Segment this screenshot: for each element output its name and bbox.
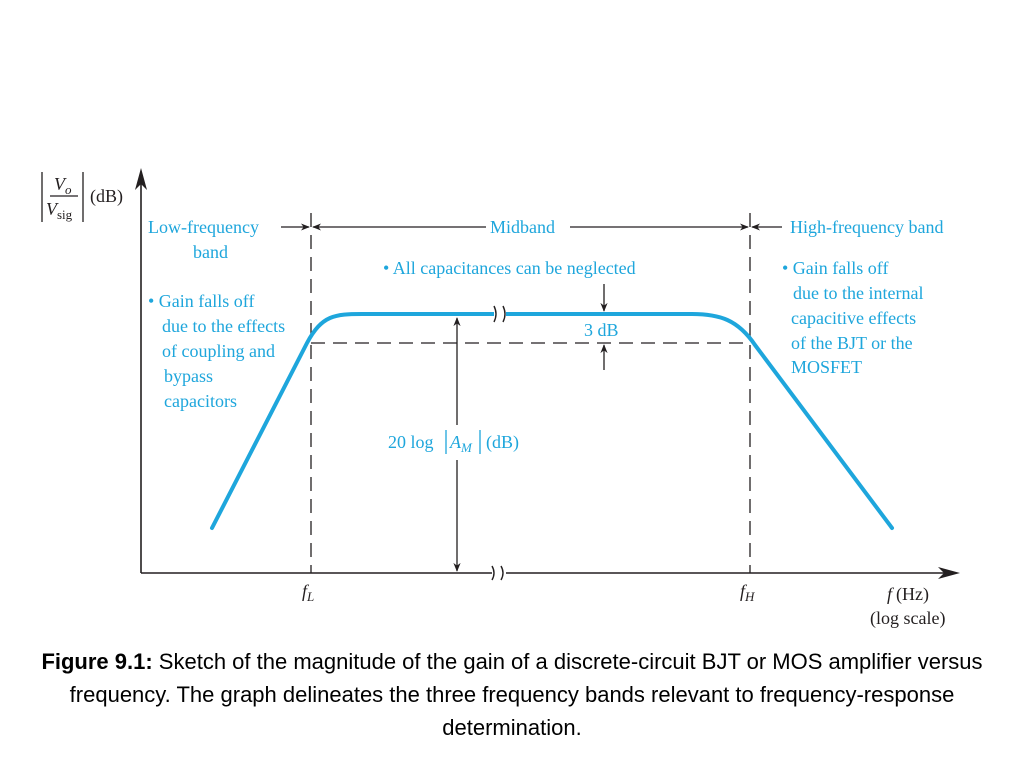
- x-axis-break-mark: [491, 565, 504, 581]
- midband-note: • All capacitances can be neglected: [383, 258, 636, 278]
- svg-text:Vo: Vo: [54, 174, 72, 197]
- svg-text:AM: AM: [449, 432, 473, 455]
- high-band-label: High-frequency band: [790, 217, 943, 237]
- curve-break-mark: [493, 305, 506, 323]
- high-note-line2: due to the internal: [793, 283, 923, 303]
- svg-text:20 log: 20 log: [388, 432, 434, 452]
- high-note-line4: of the BJT or the: [791, 333, 913, 353]
- three-db-label: 3 dB: [584, 320, 619, 340]
- low-band-label-line2: band: [193, 242, 228, 262]
- high-note-line3: capacitive effects: [791, 308, 916, 328]
- midband-gain-label: 20 log AM (dB): [384, 426, 534, 458]
- midband-label: Midband: [490, 217, 555, 237]
- svg-text:Vsig: Vsig: [46, 199, 73, 222]
- x-axis-scale-label: (log scale): [870, 608, 945, 629]
- gain-curve: [210, 312, 894, 530]
- fh-tick-label: fH: [740, 581, 755, 604]
- figure-caption: Figure 9.1: Sketch of the magnitude of t…: [40, 645, 984, 744]
- low-note-line5: capacitors: [164, 391, 237, 411]
- y-axis-label: Vo Vsig (dB): [41, 172, 123, 222]
- fl-tick-label: fL: [302, 581, 314, 604]
- x-axis-arrowhead: [938, 567, 960, 579]
- high-note-line5: MOSFET: [791, 357, 862, 377]
- frequency-response-diagram: Vo Vsig (dB) Low-frequency band Midband …: [41, 168, 960, 629]
- high-note-line1: • Gain falls off: [782, 258, 888, 278]
- y-axis-arrowhead: [135, 168, 147, 190]
- svg-text:(dB): (dB): [486, 432, 519, 453]
- low-note-line1: • Gain falls off: [148, 291, 254, 311]
- figure-caption-label: Figure 9.1:: [41, 649, 153, 674]
- low-note-line4: bypass: [164, 366, 213, 386]
- low-note-line2: due to the effects: [162, 316, 285, 336]
- low-note-line3: of coupling and: [162, 341, 275, 361]
- figure-caption-text: Sketch of the magnitude of the gain of a…: [69, 649, 983, 740]
- x-axis-label: f (Hz): [887, 584, 929, 605]
- low-band-label-line1: Low-frequency: [148, 217, 259, 237]
- svg-text:(dB): (dB): [90, 186, 123, 207]
